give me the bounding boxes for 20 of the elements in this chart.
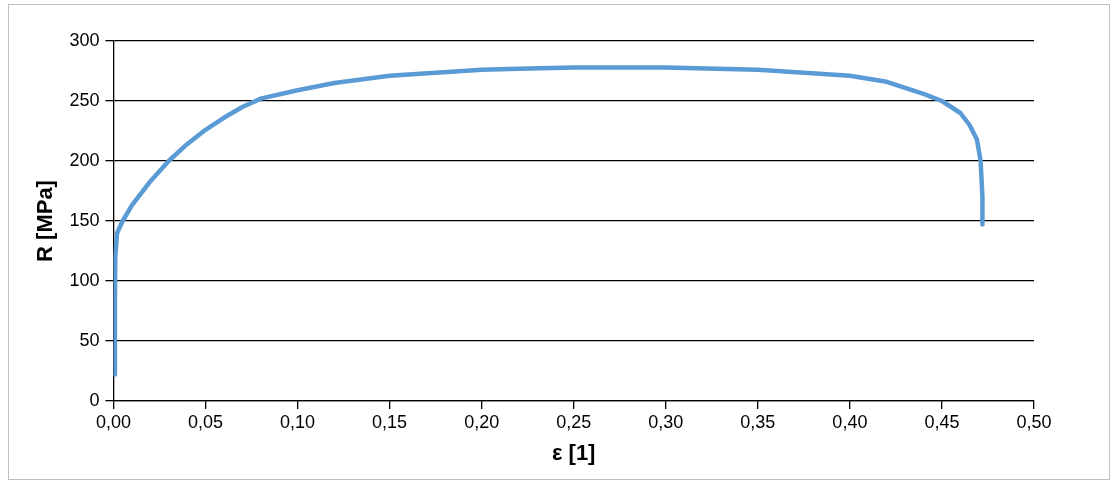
y-axis-title: R [MPa] [32, 180, 58, 262]
x-tick-label: 0,20 [464, 411, 500, 432]
x-tick-label: 0,10 [280, 411, 316, 432]
y-tick-label: 100 [69, 269, 100, 290]
x-tick-label: 0,25 [556, 411, 592, 432]
x-tick-label: 0,50 [1016, 411, 1052, 432]
x-tick-label: 0,05 [187, 411, 224, 432]
y-tick-label: 250 [69, 89, 100, 110]
x-tick-label: 0,00 [95, 411, 131, 432]
x-tick-label: 0,40 [832, 411, 868, 432]
x-tick-label: 0,15 [372, 411, 408, 432]
x-tick-label: 0,30 [648, 411, 684, 432]
y-tick-label: 200 [69, 149, 100, 170]
x-tick-label: 0,35 [740, 411, 776, 432]
y-tick-label: 150 [69, 209, 100, 230]
x-axis-title: ε [1] [551, 439, 596, 465]
y-tick-label: 50 [79, 329, 100, 350]
y-tick-label: 300 [69, 29, 100, 50]
y-tick-label: 0 [89, 389, 100, 410]
x-tick-label: 0,45 [924, 411, 960, 432]
